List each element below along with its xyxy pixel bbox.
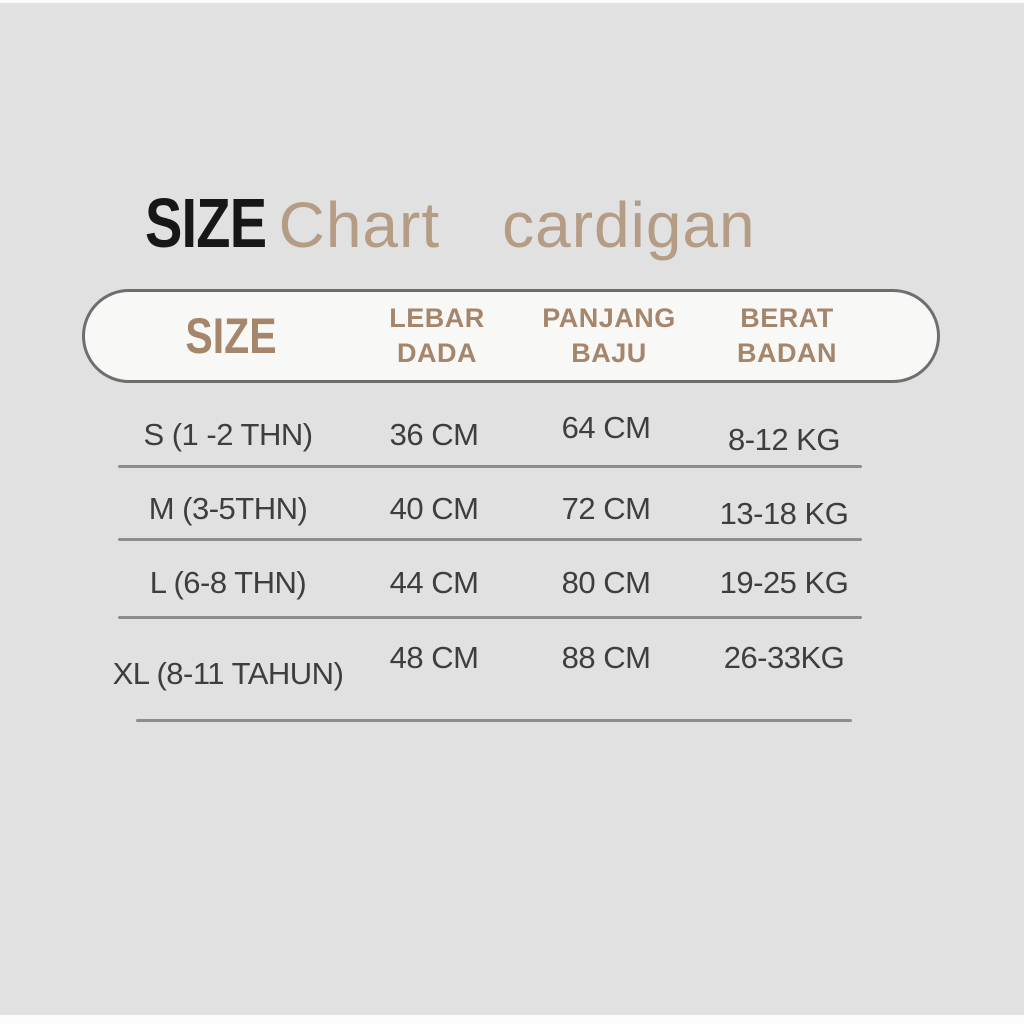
header-lebar-dada-line2: DADA [397,338,477,368]
page-title: SIZE Chart cardigan [145,188,756,274]
header-size: SIZE [185,308,277,364]
header-berat-badan: BERAT BADAN [677,292,897,380]
header-panjang-baju: PANJANG BAJU [499,292,719,380]
berat-badan-cell: 19-25 KG [719,565,849,600]
lebar-dada-cell: 44 CM [389,565,479,600]
panjang-baju-cell: 64 CM [561,410,651,445]
title-cardigan-word: cardigan [502,189,756,261]
top-edge-strip [0,0,1024,3]
title-chart-word: Chart [278,189,441,261]
size-cell: M (3-5THN) [148,491,308,526]
table-header-pill: SIZE LEBAR DADA PANJANG BAJU BERAT BADAN [82,289,940,383]
panjang-baju-cell: 80 CM [561,565,651,600]
size-cell: XL (8-11 TAHUN) [112,656,344,691]
panjang-baju-cell: 88 CM [561,640,651,675]
table-row: M (3-5THN) 40 CM 72 CM 13-18 KG [82,482,940,536]
row-divider [118,616,862,619]
table-row: XL (8-11 TAHUN) 48 CM 88 CM 26-33KG [82,638,940,692]
lebar-dada-cell: 36 CM [389,417,479,452]
header-berat-badan-line2: BADAN [737,338,837,368]
size-cell: S (1 -2 THN) [143,417,313,452]
lebar-dada-cell: 40 CM [389,491,479,526]
berat-badan-cell: 13-18 KG [719,496,849,531]
berat-badan-cell: 8-12 KG [728,422,840,457]
lebar-dada-cell: 48 CM [389,640,479,675]
table-row: S (1 -2 THN) 36 CM 64 CM 8-12 KG [82,408,940,462]
size-cell: L (6-8 THN) [149,565,307,600]
berat-badan-cell: 26-33KG [723,640,845,675]
title-size-word: SIZE [145,184,267,262]
header-panjang-baju-line1: PANJANG [542,302,676,333]
header-lebar-dada-line1: LEBAR [389,302,485,333]
header-berat-badan-line1: BERAT [740,302,834,333]
row-divider [118,465,862,468]
header-panjang-baju-line2: BAJU [571,338,647,368]
table-row: L (6-8 THN) 44 CM 80 CM 19-25 KG [82,556,940,610]
header-lebar-dada: LEBAR DADA [327,292,547,380]
row-divider [118,538,862,541]
panjang-baju-cell: 72 CM [561,491,651,526]
row-divider [136,719,852,722]
bottom-edge-strip [0,1015,1024,1024]
